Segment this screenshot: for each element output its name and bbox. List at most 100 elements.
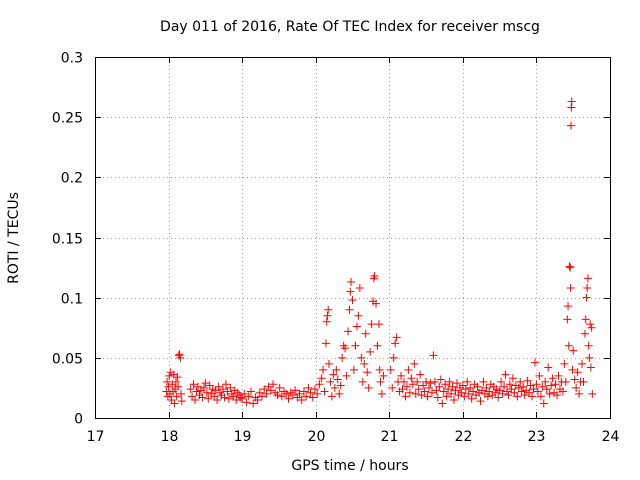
data-point	[473, 382, 482, 391]
data-point	[186, 385, 195, 394]
data-point	[541, 377, 550, 386]
data-point	[364, 383, 373, 392]
data-point	[414, 385, 423, 394]
data-point	[238, 394, 247, 403]
x-tick-label: 17	[87, 429, 105, 445]
data-point	[536, 392, 545, 401]
data-point	[551, 380, 560, 389]
data-point	[408, 380, 417, 389]
data-point	[581, 315, 590, 324]
data-point	[240, 389, 249, 398]
data-point	[578, 359, 587, 368]
data-point	[313, 389, 322, 398]
data-point	[401, 392, 410, 401]
plot-frame	[95, 57, 611, 419]
data-point	[351, 341, 360, 350]
data-point	[442, 392, 451, 401]
data-point	[389, 353, 398, 362]
data-point	[429, 351, 438, 360]
x-tick-label: 19	[234, 429, 252, 445]
data-point	[413, 377, 422, 386]
y-axis-label: ROTI / TECUs	[6, 192, 22, 284]
data-point	[483, 392, 492, 401]
data-point	[304, 383, 313, 392]
data-point	[567, 97, 576, 106]
data-point	[407, 374, 416, 383]
data-point	[354, 311, 363, 320]
data-point	[177, 397, 186, 406]
data-point	[214, 382, 223, 391]
data-point	[568, 365, 577, 374]
data-point	[284, 394, 293, 403]
data-point	[338, 353, 347, 362]
data-point	[425, 383, 434, 392]
data-point	[452, 379, 461, 388]
x-tick-label: 18	[161, 429, 179, 445]
data-point	[461, 385, 470, 394]
x-axis-label: GPS time / hours	[291, 458, 408, 474]
data-point	[344, 327, 353, 336]
data-point	[266, 386, 275, 395]
data-point	[548, 374, 557, 383]
data-point	[544, 363, 553, 372]
data-point	[246, 387, 255, 396]
data-point	[435, 382, 444, 391]
data-point	[376, 377, 385, 386]
data-point	[302, 392, 311, 401]
data-point	[530, 358, 539, 367]
data-point	[554, 371, 563, 380]
data-point	[291, 386, 300, 395]
data-point	[402, 382, 411, 391]
data-point	[163, 377, 172, 386]
data-point	[564, 302, 573, 311]
data-point	[320, 387, 329, 396]
data-point	[269, 380, 278, 389]
data-point	[445, 377, 454, 386]
data-point	[342, 371, 351, 380]
data-point	[405, 388, 414, 397]
data-point	[426, 379, 435, 388]
data-point	[542, 385, 551, 394]
data-point	[585, 353, 594, 362]
data-point	[560, 359, 569, 368]
data-point	[580, 329, 589, 338]
data-point	[463, 377, 472, 386]
data-point	[330, 383, 339, 392]
data-point	[404, 365, 413, 374]
data-point	[441, 380, 450, 389]
y-tick-label: 0.25	[52, 111, 83, 127]
data-point	[516, 377, 525, 386]
data-point	[358, 377, 367, 386]
data-point	[324, 359, 333, 368]
data-point	[563, 315, 572, 324]
data-point	[553, 391, 562, 400]
data-point	[329, 370, 338, 379]
data-point	[558, 387, 567, 396]
data-point	[201, 379, 210, 388]
data-point	[172, 392, 181, 401]
data-point	[262, 389, 271, 398]
data-point	[299, 387, 308, 396]
data-point	[253, 395, 262, 404]
data-point	[236, 393, 245, 402]
data-point	[565, 262, 574, 271]
data-point	[357, 353, 366, 362]
data-point	[379, 371, 388, 380]
data-point	[349, 365, 358, 374]
data-point	[177, 389, 186, 398]
data-point	[170, 399, 179, 408]
data-point	[547, 381, 556, 390]
data-point	[327, 392, 336, 401]
data-point	[503, 387, 511, 396]
data-point	[520, 391, 529, 400]
x-tick-label: 20	[308, 429, 326, 445]
data-point	[570, 375, 579, 384]
data-point	[584, 341, 593, 350]
data-point	[416, 370, 425, 379]
data-point	[370, 272, 379, 281]
data-point	[355, 284, 364, 293]
data-point	[501, 370, 510, 379]
data-point	[538, 382, 547, 391]
data-point	[373, 341, 382, 350]
data-point	[433, 393, 442, 402]
